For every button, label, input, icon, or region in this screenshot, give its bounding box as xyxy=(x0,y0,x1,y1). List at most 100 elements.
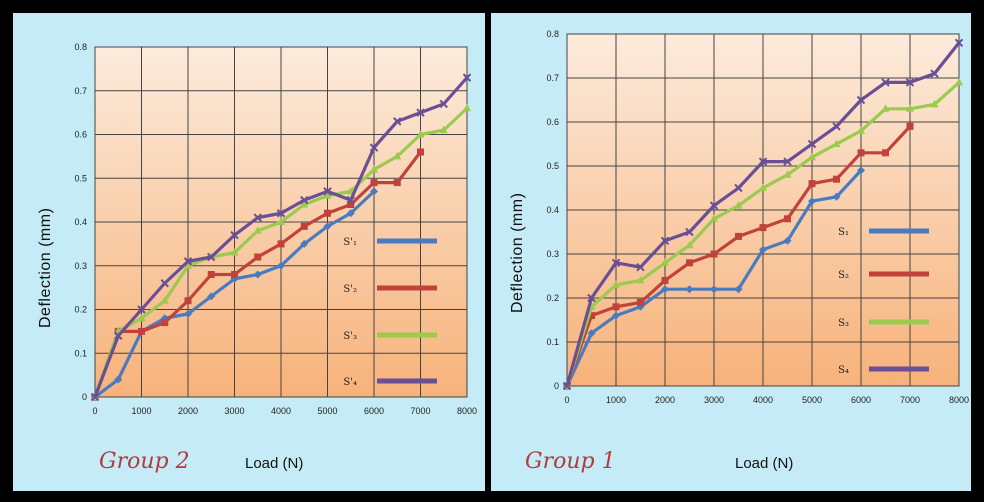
data-point xyxy=(808,197,816,206)
x-tick-label: 3000 xyxy=(224,406,244,416)
data-point xyxy=(562,381,572,391)
x-tick-label: 0 xyxy=(92,406,97,416)
data-point xyxy=(416,130,425,138)
data-point xyxy=(612,280,620,288)
data-point xyxy=(857,126,865,134)
x-tick-label: 7000 xyxy=(410,406,430,416)
data-point xyxy=(347,201,355,208)
data-point xyxy=(277,261,285,270)
data-point xyxy=(783,170,792,178)
data-point xyxy=(184,261,192,269)
data-point xyxy=(161,319,169,327)
data-point xyxy=(637,298,644,306)
data-point xyxy=(346,195,355,205)
data-point xyxy=(857,166,865,175)
data-point xyxy=(370,187,378,196)
y-tick-label: 0.2 xyxy=(546,293,559,303)
data-point xyxy=(160,296,169,304)
data-point xyxy=(783,157,792,166)
data-point xyxy=(300,200,309,208)
data-point xyxy=(685,227,694,237)
data-point xyxy=(832,192,841,201)
data-point xyxy=(735,232,742,240)
data-point xyxy=(636,275,645,284)
data-point xyxy=(709,201,719,210)
legend-label: S₃ xyxy=(838,318,849,329)
data-point xyxy=(346,209,355,218)
y-tick-label: 0.1 xyxy=(546,337,559,347)
x-tick-label: 3000 xyxy=(704,395,724,405)
data-point xyxy=(833,175,840,183)
data-point xyxy=(254,253,262,261)
data-point xyxy=(784,215,791,223)
y-tick-label: 0.6 xyxy=(74,130,87,140)
data-point xyxy=(253,270,262,279)
group-label: Group 1 xyxy=(525,449,616,474)
data-point xyxy=(856,95,866,105)
x-axis-label: Load (N) xyxy=(735,455,794,472)
data-point xyxy=(323,187,332,196)
data-point xyxy=(660,236,670,246)
x-tick-label: 0 xyxy=(564,395,569,405)
data-point xyxy=(138,327,145,335)
data-point xyxy=(611,258,621,268)
x-tick-label: 4000 xyxy=(271,406,291,416)
group-label: Group 2 xyxy=(99,449,190,474)
data-point xyxy=(881,104,890,112)
x-tick-label: 1000 xyxy=(131,406,151,416)
data-point xyxy=(183,257,193,266)
data-point xyxy=(207,252,216,262)
data-point xyxy=(324,209,331,217)
data-point xyxy=(905,78,915,87)
data-point xyxy=(393,151,402,160)
legend-label: S'₁ xyxy=(343,237,357,248)
data-point xyxy=(734,201,743,209)
data-point xyxy=(588,312,595,320)
data-point xyxy=(300,195,309,205)
x-tick-label: 7000 xyxy=(900,395,920,405)
data-point xyxy=(759,183,767,191)
data-point xyxy=(300,222,308,230)
chart-svg-group-2: 0 1000 2000 3000 4000 5000 6000 7000 8000 0 0.1 0.2… xyxy=(74,42,477,416)
y-tick-label: 0.4 xyxy=(546,205,559,215)
y-tick-label: 0.7 xyxy=(546,73,559,83)
data-point xyxy=(137,313,146,322)
data-point xyxy=(393,117,402,126)
legend-label: S'₄ xyxy=(343,377,357,388)
data-point xyxy=(114,331,123,340)
y-tick-label: 0.3 xyxy=(74,261,87,271)
y-tick-label: 0 xyxy=(82,392,87,402)
y-tick-label: 0.5 xyxy=(74,173,87,183)
x-tick-label: 5000 xyxy=(802,395,822,405)
data-point xyxy=(323,191,332,199)
data-point xyxy=(184,297,192,305)
chart-panel-group-2: 0 1000 2000 3000 4000 5000 6000 7000 8000 0 0.1 0.2… xyxy=(13,13,485,491)
y-tick-label: 0.4 xyxy=(74,217,87,227)
data-point xyxy=(685,285,694,294)
data-point xyxy=(881,78,890,87)
data-point xyxy=(323,222,332,231)
data-point xyxy=(661,258,669,266)
y-tick-label: 0.3 xyxy=(546,249,559,259)
data-point xyxy=(463,103,471,112)
x-axis-label: Load (N) xyxy=(245,455,304,472)
legend-label: S'₃ xyxy=(343,331,357,342)
x-tick-label: 2000 xyxy=(655,395,675,405)
data-point xyxy=(90,392,100,402)
data-point xyxy=(230,248,239,256)
data-point xyxy=(710,285,718,294)
y-tick-label: 0.8 xyxy=(74,42,87,52)
data-point xyxy=(686,259,693,267)
data-point xyxy=(369,143,379,152)
y-axis-label: Deflection (mm) xyxy=(509,192,526,313)
data-point xyxy=(808,152,816,161)
x-tick-label: 5000 xyxy=(317,406,337,416)
data-point xyxy=(734,183,743,193)
data-point xyxy=(253,226,262,234)
y-tick-label: 0.5 xyxy=(546,161,559,171)
data-point xyxy=(277,217,285,225)
data-point xyxy=(370,165,378,173)
data-point xyxy=(160,279,169,288)
data-point xyxy=(636,262,645,272)
data-point xyxy=(832,122,841,131)
